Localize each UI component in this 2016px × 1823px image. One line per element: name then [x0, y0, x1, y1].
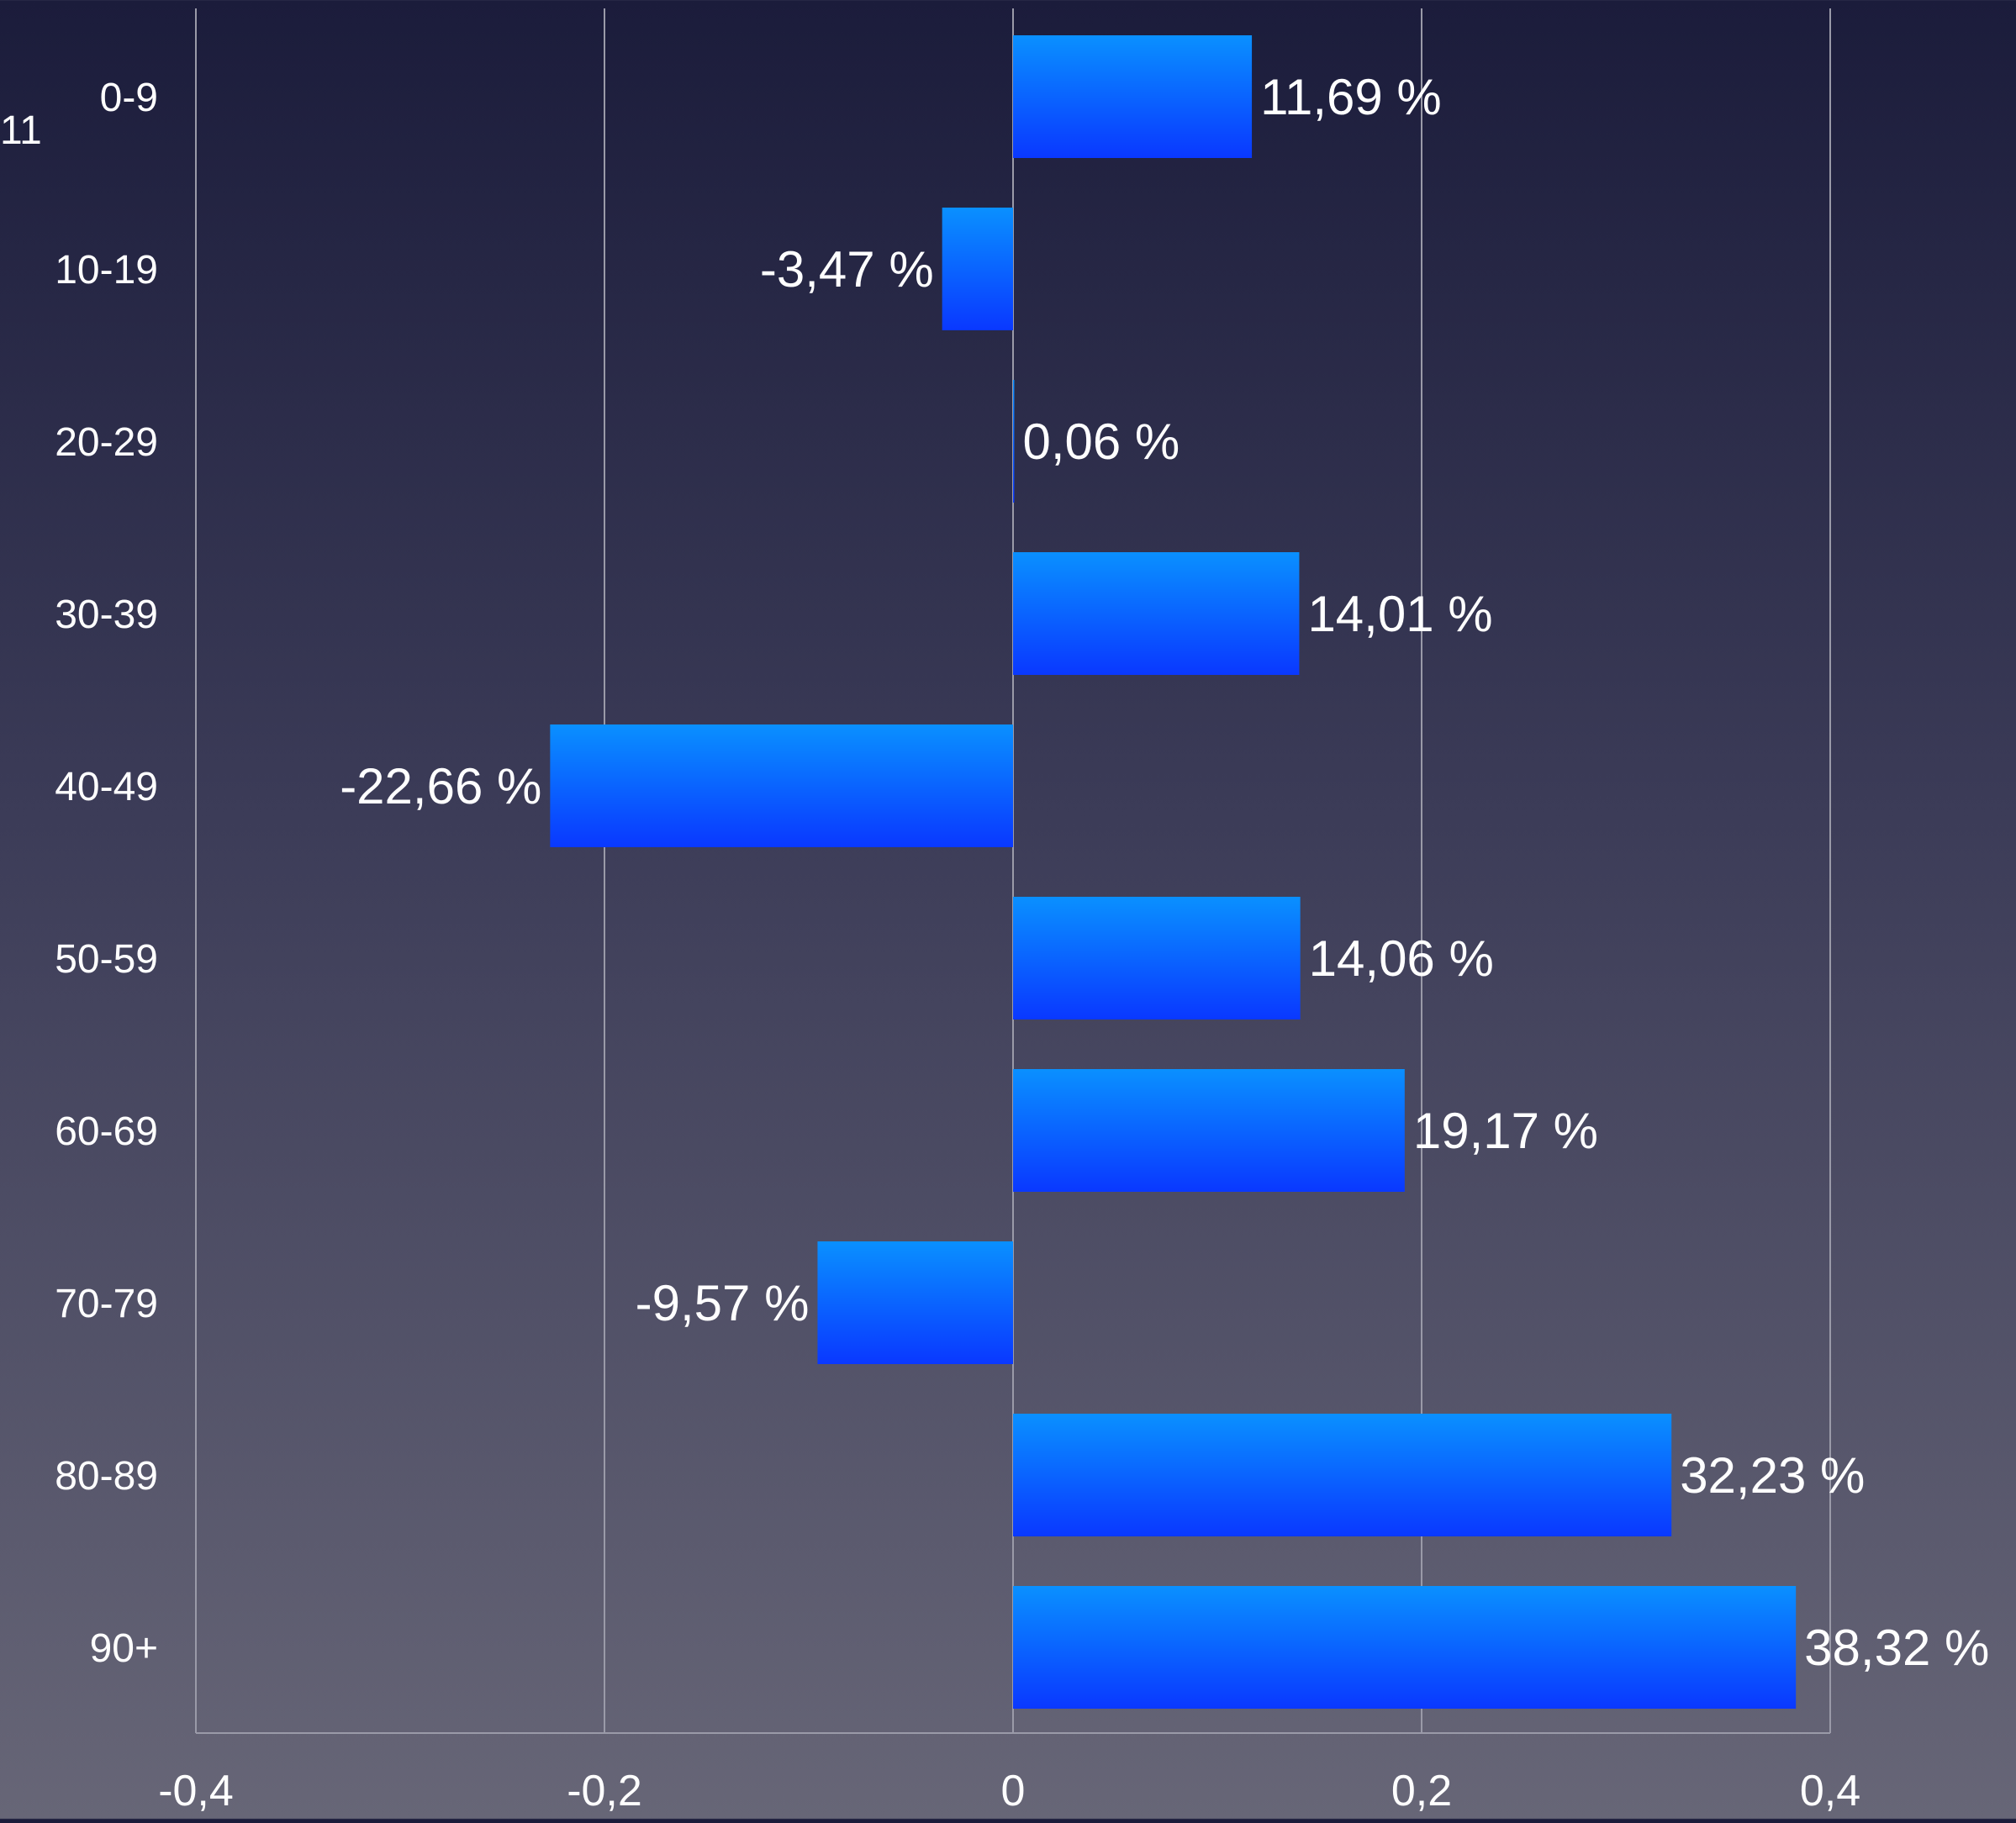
category-label: 50-59: [55, 937, 158, 982]
data-label: -22,66 %: [340, 758, 541, 814]
x-tick-label: -0,2: [567, 1767, 642, 1815]
bar: [550, 724, 1013, 847]
bar: [1013, 35, 1252, 158]
bar: [1013, 1069, 1405, 1192]
corner-label: 11: [0, 111, 42, 151]
bar: [1013, 1414, 1671, 1536]
category-label: 0-9: [100, 76, 158, 120]
bar: [817, 1241, 1013, 1364]
x-tick-label: 0,2: [1391, 1767, 1452, 1815]
data-label: 11,69 %: [1260, 69, 1442, 125]
bar: [942, 208, 1013, 330]
bar: [1013, 1586, 1796, 1709]
x-tick-label: -0,4: [158, 1767, 234, 1815]
data-label: 0,06 %: [1022, 414, 1180, 470]
category-label: 90+: [90, 1626, 158, 1671]
bar-layer: [550, 35, 1796, 1709]
category-label: 80-89: [55, 1454, 158, 1499]
category-label: 20-29: [55, 420, 158, 465]
data-label: 19,17 %: [1413, 1103, 1598, 1159]
category-label: 40-49: [55, 765, 158, 809]
category-label: 30-39: [55, 593, 158, 637]
data-label: -3,47 %: [760, 241, 934, 298]
data-label: 14,06 %: [1309, 930, 1494, 987]
bar: [1013, 552, 1299, 675]
bar: [1013, 380, 1014, 503]
bar: [1013, 897, 1301, 1020]
category-label: 70-79: [55, 1282, 158, 1326]
data-label: 38,32 %: [1804, 1620, 1989, 1676]
x-tick-label: 0,4: [1800, 1767, 1860, 1815]
category-label: 60-69: [55, 1109, 158, 1154]
category-label: 10-19: [55, 248, 158, 292]
x-tick-label: 0: [1001, 1767, 1026, 1815]
data-label: -9,57 %: [636, 1275, 810, 1331]
data-label: 14,01 %: [1307, 586, 1492, 642]
data-label: 32,23 %: [1680, 1447, 1865, 1504]
